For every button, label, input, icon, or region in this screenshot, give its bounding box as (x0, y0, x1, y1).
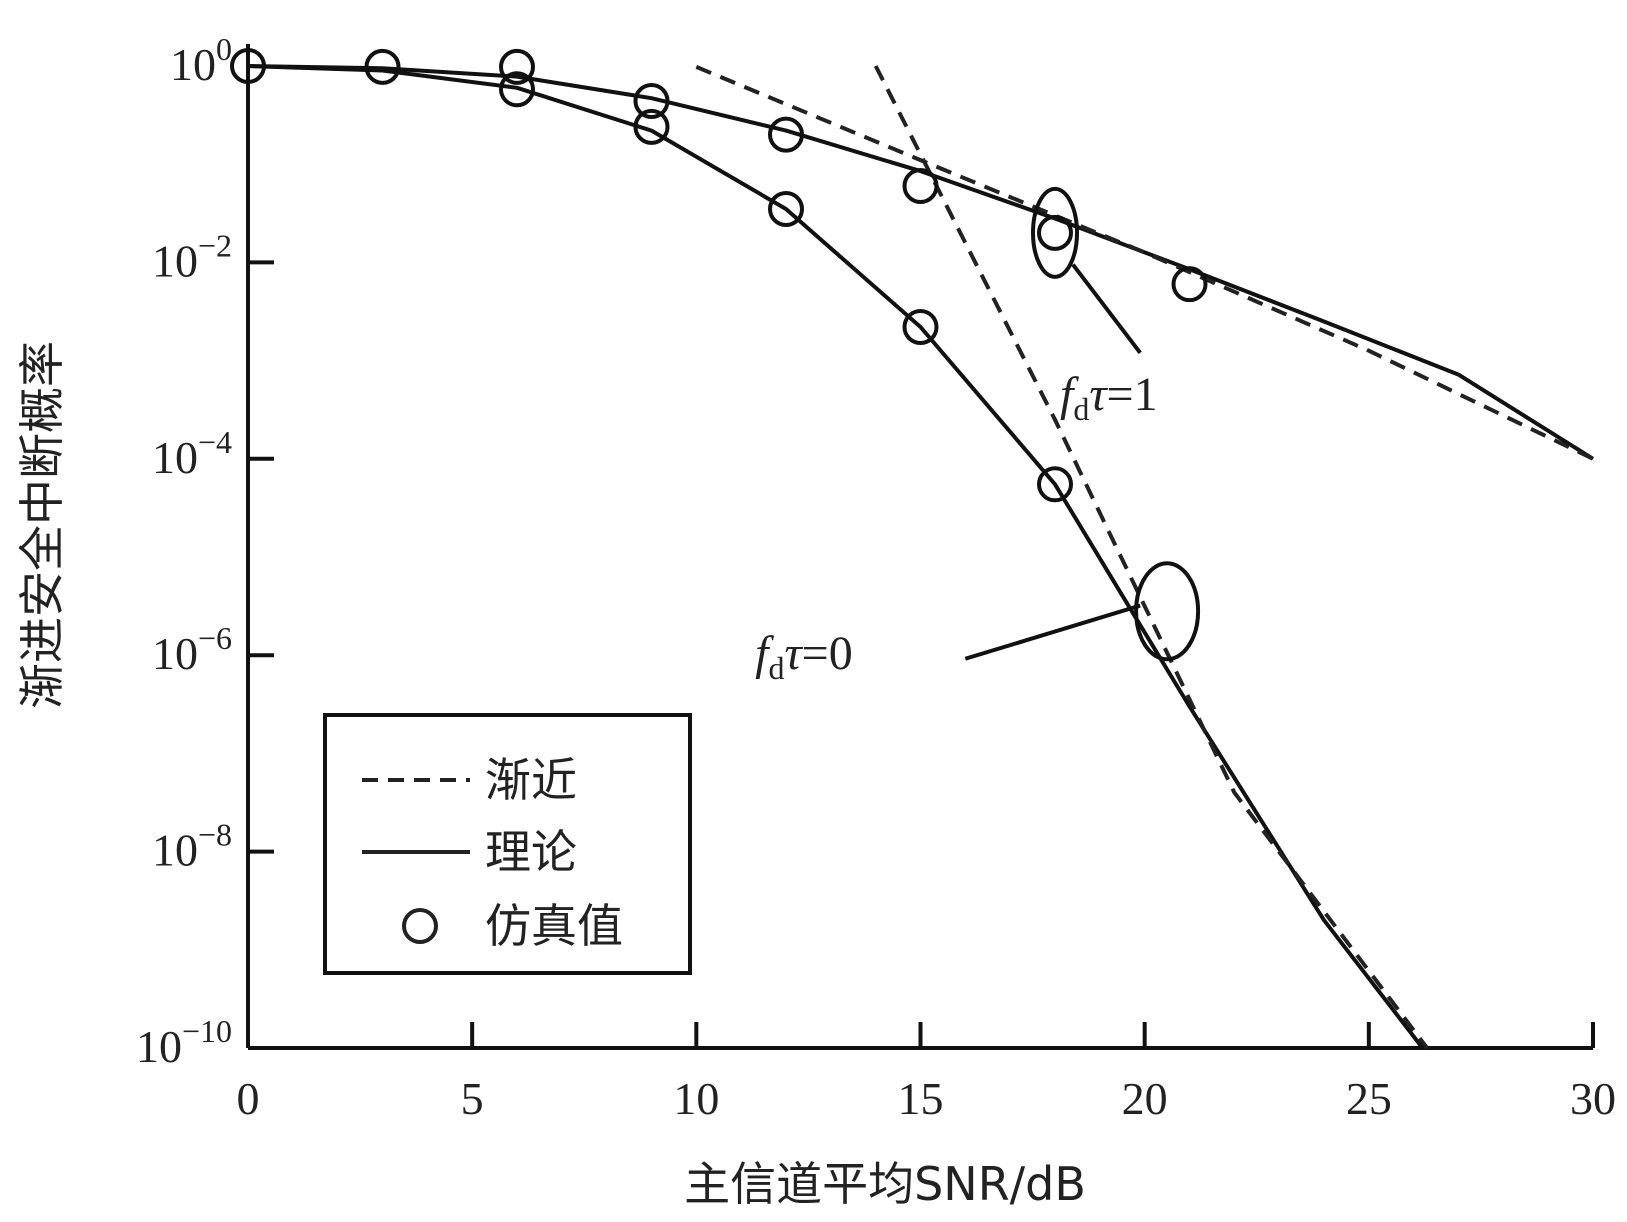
theory-curve-fdtau1 (247, 64, 1595, 461)
axes: 0 5 10 15 20 25 30 100 10−2 10−4 10−6 10−8 10−10 (136, 31, 1616, 1124)
legend-label-asymptotic: 渐近 (485, 753, 577, 807)
y-tick-label: 100 (170, 31, 232, 90)
legend-label-theory: 理论 (485, 825, 577, 879)
simulation-point-fdtau1 (902, 167, 939, 204)
y-tick-label: 10−2 (152, 227, 232, 286)
legend-label-simulation: 仿真值 (485, 899, 623, 953)
group-ellipse-fdtau1 (1031, 186, 1079, 279)
simulation-point-fdtau0 (499, 71, 535, 108)
group-ellipse-fdtau0 (1134, 561, 1201, 662)
case-label-fdtau0: fdτ=0 (755, 627, 853, 686)
case-label-fdtau1: fdτ=1 (1060, 368, 1158, 427)
y-axis-title: 渐进安全中断概率 (15, 341, 69, 709)
y-tick-label: 10−8 (152, 817, 232, 876)
simulation-markers (230, 48, 1208, 503)
legend: 渐近 理论 仿真值 (323, 713, 692, 975)
x-axis-title: 主信道平均SNR/dB (684, 1157, 1086, 1211)
legend-circle-marker (402, 908, 438, 944)
y-tick-label: 10−6 (152, 620, 232, 679)
x-tick-label: 10 (673, 1073, 719, 1124)
x-tick-label: 0 (237, 1073, 260, 1124)
simulation-point-fdtau0 (1037, 466, 1073, 503)
annotations: fdτ=1 fdτ=0 (755, 186, 1201, 686)
simulation-point-fdtau1 (633, 83, 670, 120)
simulation-point-fdtau1 (230, 48, 266, 84)
leader-line-fdtau0 (964, 603, 1141, 661)
simulation-point-fdtau0 (633, 108, 670, 145)
x-tick-label: 20 (1122, 1073, 1168, 1124)
x-tick-label: 25 (1346, 1073, 1392, 1124)
simulation-point-fdtau1 (768, 116, 804, 153)
x-tick-label: 30 (1570, 1073, 1616, 1124)
asymptotic-line-fdtau0 (873, 65, 1429, 1050)
simulation-point-fdtau0 (902, 308, 939, 345)
theory-curve-fdtau0 (247, 64, 1425, 1050)
x-tick-label: 5 (461, 1073, 484, 1124)
simulation-point-fdtau1 (499, 48, 535, 85)
simulation-point-fdtau1 (1171, 266, 1208, 303)
y-tick-label: 10−4 (152, 424, 232, 483)
x-tick-label: 15 (898, 1073, 944, 1124)
simulation-point-fdtau1 (364, 48, 401, 85)
asymptotic-line-fdtau1 (695, 65, 1594, 461)
y-tick-label: 10−10 (136, 1013, 232, 1072)
simulation-point-fdtau1 (1037, 214, 1073, 251)
leader-line-fdtau1 (1071, 263, 1142, 355)
legend-box (323, 713, 692, 975)
simulation-point-fdtau0 (768, 190, 804, 227)
